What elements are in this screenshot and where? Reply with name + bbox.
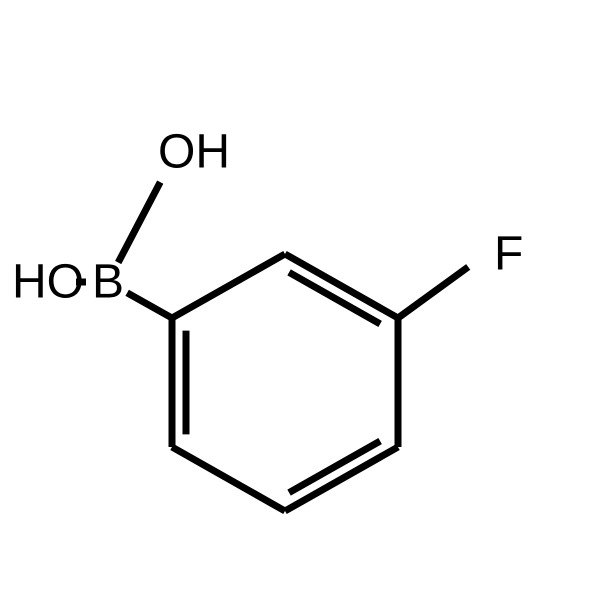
ring-bond — [285, 254, 398, 318]
bond-to-boron — [127, 293, 172, 318]
fluorine-label: F — [494, 228, 523, 281]
ho-left-label: HO — [12, 256, 84, 309]
bond-to-fluorine — [398, 267, 468, 318]
ring-bond — [172, 447, 285, 511]
bond-b-oh-up — [118, 182, 160, 262]
boron-label: B — [92, 256, 124, 309]
ring-bond — [285, 447, 398, 511]
oh-up-label: OH — [158, 126, 230, 179]
ring-bond — [172, 254, 285, 318]
